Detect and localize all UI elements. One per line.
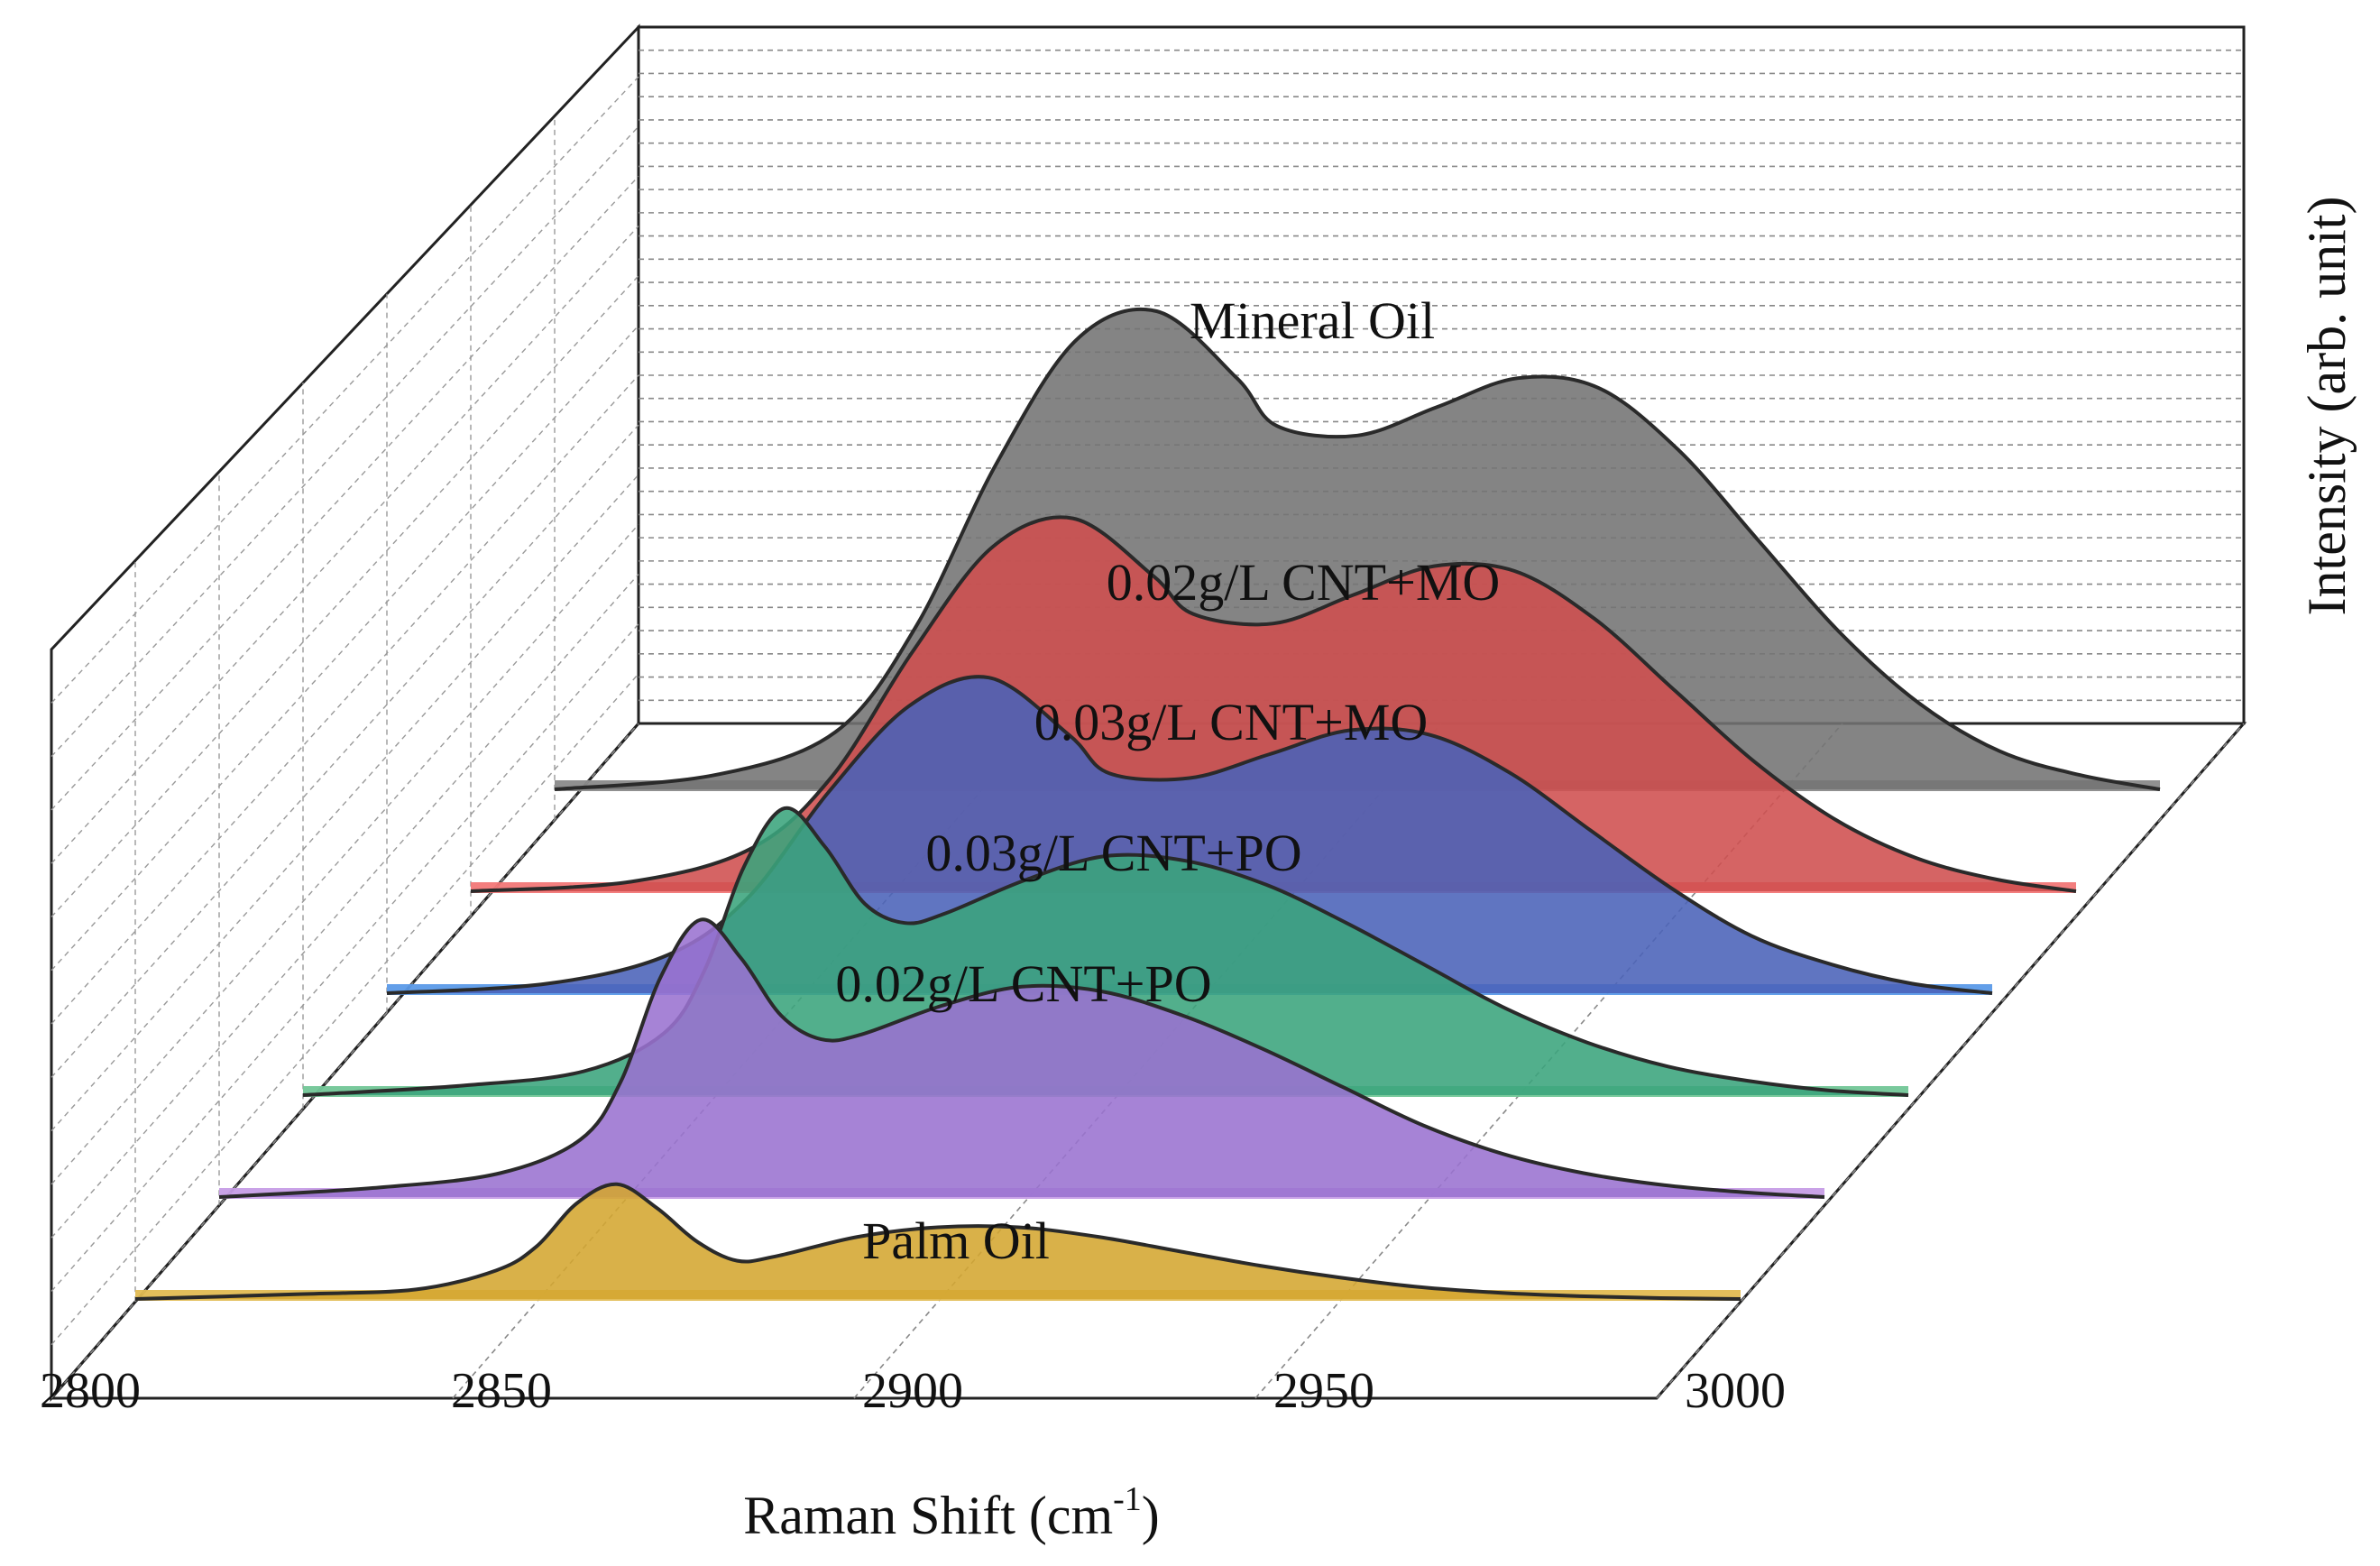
- series-palm-oil: [134, 1182, 1741, 1301]
- floor-gridline: [51, 723, 639, 1399]
- series-area: [135, 1184, 1741, 1299]
- x-tick-label: 2800: [40, 1363, 141, 1419]
- side-gridline: [51, 374, 639, 1025]
- side-gridline: [51, 325, 639, 972]
- side-gridline: [51, 523, 639, 1185]
- series-area: [219, 919, 1824, 1197]
- series-line: [470, 515, 2077, 893]
- series-label: 0.03g/L CNT+MO: [1034, 693, 1429, 751]
- floor-gridline: [1656, 723, 2245, 1399]
- series-label: 0.02g/L CNT+PO: [835, 954, 1211, 1013]
- side-gridline: [51, 175, 639, 811]
- x-tick-label: 2850: [451, 1363, 552, 1419]
- side-gridline: [51, 226, 639, 864]
- series-line: [554, 307, 2161, 791]
- side-gridline: [51, 574, 639, 1239]
- side-gridline: [51, 474, 639, 1132]
- series-layer: [134, 307, 2161, 1301]
- series-label: 0.03g/L CNT+PO: [925, 824, 1301, 882]
- side-gridline: [51, 76, 639, 704]
- x-tick-label: 3000: [1685, 1363, 1786, 1419]
- series-label: 0.02g/L CNT+MO: [1107, 553, 1501, 612]
- x-tick-label: 2900: [862, 1363, 963, 1419]
- side-gridline: [51, 125, 639, 758]
- series-line: [218, 917, 1825, 1199]
- side-gridline: [51, 275, 639, 917]
- y-axis-title: Intensity (arb. unit): [2297, 197, 2357, 616]
- x-tick-labels: 2800 2850 2900 2950 3000: [40, 1363, 1786, 1419]
- series-label: Mineral Oil: [1190, 291, 1435, 350]
- side-gridline: [51, 424, 639, 1078]
- series-line: [134, 1182, 1741, 1301]
- x-tick-label: 2950: [1273, 1363, 1374, 1419]
- series-label: Palm Oil: [862, 1211, 1050, 1270]
- label-layer: Palm Oil 0.02g/L CNT+PO 0.03g/L CNT+PO 0.03…: [835, 291, 1500, 1270]
- x-axis-title: Raman Shift (cm-1): [743, 1480, 1160, 1545]
